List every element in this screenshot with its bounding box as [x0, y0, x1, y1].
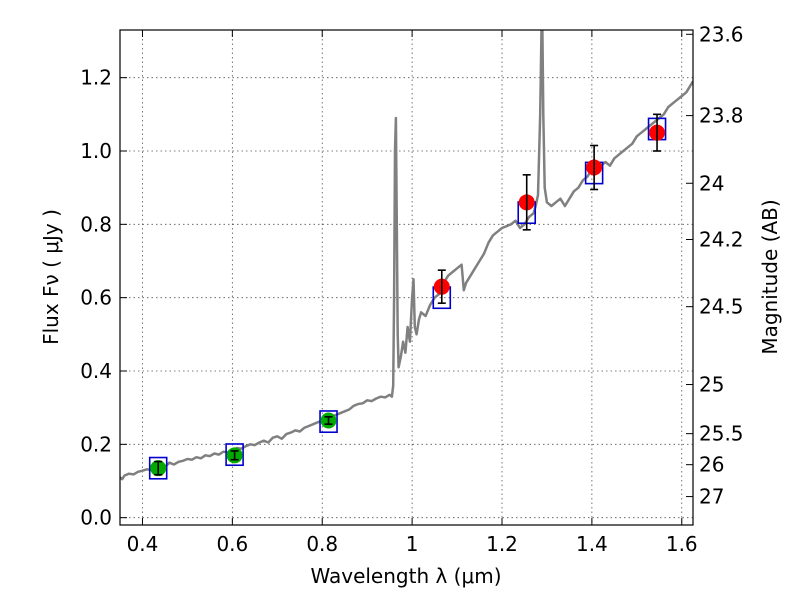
mag-tick-label: 26 [699, 453, 724, 477]
x-tick-label: 1.4 [576, 532, 608, 556]
y-tick-label: 0.4 [80, 359, 112, 383]
y-tick-label: 0.0 [80, 506, 112, 530]
x-tick-label: 1.6 [666, 532, 698, 556]
mag-tick-label: 27 [699, 485, 724, 509]
y-tick-label: 0.6 [80, 286, 112, 310]
x-tick-label: 1 [406, 532, 419, 556]
x-tick-label: 0.6 [216, 532, 248, 556]
mag-tick-label: 25 [699, 373, 724, 397]
plot-frame [119, 29, 694, 526]
mag-tick-label: 23.6 [699, 22, 744, 46]
model-photometry-square [225, 443, 244, 467]
y-tick-label: 0.2 [80, 432, 112, 456]
model-photometry-square [148, 456, 168, 480]
mag-tick-label: 24.5 [699, 295, 744, 319]
grid [120, 30, 693, 525]
x-tick-label: 0.4 [127, 532, 159, 556]
y2-axis-label: Magnitude (AB) [758, 199, 782, 354]
y-tick-label: 1.2 [80, 66, 112, 90]
marks-layer [148, 113, 667, 480]
mag-tick-label: 23.8 [699, 104, 744, 128]
model-photometry-square [319, 410, 338, 434]
x-tick-label: 0.8 [306, 532, 338, 556]
series-layer [120, 30, 693, 481]
x-axis-label: Wavelength λ (μm) [310, 564, 501, 588]
mag-tick-label: 24 [699, 171, 724, 195]
y-tick-label: 0.8 [80, 212, 112, 236]
mag-tick-label: 24.2 [699, 228, 744, 252]
y-tick-label: 1.0 [80, 139, 112, 163]
axes: 0.4 0.6 0.8 1 1.2 1.4 1.6 0.0 0.2 0.4 0.6 0.8 1.0 1.2… [80, 22, 743, 556]
mag-tick-label: 25.5 [699, 422, 744, 446]
model-spectrum-line [120, 30, 693, 481]
x-tick-label: 1.2 [486, 532, 518, 556]
y-axis-label: Flux Fν ( μJy ) [39, 209, 63, 345]
